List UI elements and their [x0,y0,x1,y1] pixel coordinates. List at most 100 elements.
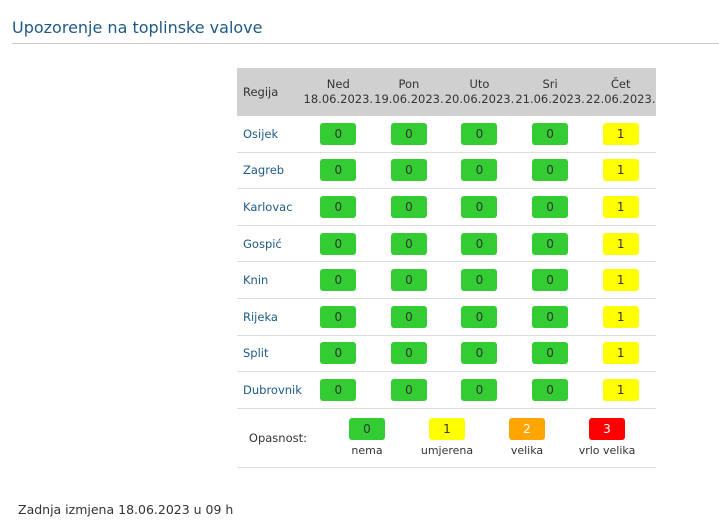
table-row: Osijek 0 0 0 0 1 [237,116,656,153]
level-badge: 0 [320,195,357,218]
level-badge: 0 [461,378,498,401]
level-badge: 0 [461,305,498,328]
level-cell: 0 [303,305,374,328]
table-header: Regija Ned 18.06.2023. Pon 19.06.2023. Uto 20… [237,68,656,116]
level-cell: 0 [444,195,515,218]
legend-badge: 2 [509,418,545,441]
region-header: Regija [243,85,279,99]
level-cell: 0 [515,305,586,328]
level-badge: 1 [602,232,639,255]
region-link[interactable]: Dubrovnik [243,382,302,397]
level-badge: 0 [390,122,427,145]
level-badge: 0 [461,342,498,365]
day-name: Ned [326,77,350,91]
level-cell: 0 [444,305,515,328]
legend: Opasnost: 0 nema 1 umjerena 2 velika 3 vrlo vel… [237,409,656,468]
level-badge: 0 [461,232,498,255]
legend-badge: 0 [349,418,385,441]
level-badge: 0 [532,269,569,292]
level-cell: 0 [374,159,445,182]
day-name: Pon [398,77,420,91]
level-cell: 0 [374,342,445,365]
level-badge: 0 [320,378,357,401]
level-badge: 0 [532,195,569,218]
level-cell: 0 [303,378,374,401]
divider [12,43,719,44]
day-date: 22.06.2023. [585,92,656,106]
level-badge: 1 [602,269,639,292]
region-link[interactable]: Osijek [243,126,279,141]
level-cell: 0 [444,122,515,145]
table-row: Karlovac 0 0 0 0 1 [237,189,656,226]
region-link[interactable]: Rijeka [243,309,278,324]
day-date: 19.06.2023. [374,92,444,106]
legend-text: umjerena [420,444,474,458]
level-badge: 0 [390,269,427,292]
level-badge: 1 [602,195,639,218]
day-date: 20.06.2023. [444,92,515,106]
level-badge: 0 [320,305,357,328]
level-cell: 1 [585,342,656,365]
level-cell: 1 [585,195,656,218]
region-link[interactable]: Knin [243,273,269,288]
level-badge: 0 [320,342,357,365]
last-updated: Zadnja izmjena 18.06.2023 u 09 h [18,502,234,517]
day-header: Uto 20.06.2023. [444,77,515,107]
level-cell: 0 [374,232,445,255]
level-badge: 0 [390,232,427,255]
level-cell: 0 [515,195,586,218]
level-cell: 0 [515,342,586,365]
table-row: Dubrovnik 0 0 0 0 1 [237,372,656,409]
level-cell: 1 [585,378,656,401]
level-cell: 0 [374,122,445,145]
legend-item: 3 vrlo velika [567,418,647,457]
level-cell: 0 [515,122,586,145]
level-badge: 0 [461,195,498,218]
legend-badge: 1 [429,418,465,441]
level-badge: 0 [532,122,569,145]
region-link[interactable]: Zagreb [243,163,285,178]
level-cell: 0 [444,342,515,365]
level-badge: 1 [602,159,639,182]
level-badge: 1 [602,378,639,401]
level-cell: 0 [303,122,374,145]
level-badge: 0 [390,195,427,218]
level-cell: 0 [444,269,515,292]
level-badge: 0 [320,159,357,182]
region-link[interactable]: Gospić [243,236,282,251]
region-link[interactable]: Karlovac [243,199,293,214]
table-row: Zagreb 0 0 0 0 1 [237,153,656,190]
level-badge: 0 [532,159,569,182]
day-header: Pon 19.06.2023. [374,77,445,107]
level-cell: 1 [585,305,656,328]
level-cell: 1 [585,232,656,255]
legend-text: vrlo velika [578,444,636,458]
level-cell: 0 [303,159,374,182]
level-badge: 0 [390,159,427,182]
level-cell: 0 [515,269,586,292]
day-header: Čet 22.06.2023. [585,77,656,107]
level-badge: 0 [390,378,427,401]
level-cell: 0 [303,342,374,365]
level-cell: 0 [374,195,445,218]
level-cell: 0 [444,378,515,401]
day-date: 21.06.2023. [515,92,585,106]
level-cell: 0 [374,305,445,328]
level-badge: 0 [390,342,427,365]
level-badge: 1 [602,122,639,145]
day-date: 18.06.2023. [303,92,374,106]
level-cell: 0 [303,195,374,218]
level-badge: 0 [390,305,427,328]
table-row: Knin 0 0 0 0 1 [237,262,656,299]
level-badge: 0 [461,122,498,145]
level-cell: 0 [444,159,515,182]
level-cell: 0 [515,159,586,182]
level-cell: 1 [585,269,656,292]
day-header: Ned 18.06.2023. [303,77,374,107]
level-badge: 0 [320,232,357,255]
level-cell: 0 [374,269,445,292]
level-cell: 0 [515,232,586,255]
level-badge: 1 [602,305,639,328]
region-link[interactable]: Split [243,346,269,361]
legend-item: 1 umjerena [407,418,487,457]
